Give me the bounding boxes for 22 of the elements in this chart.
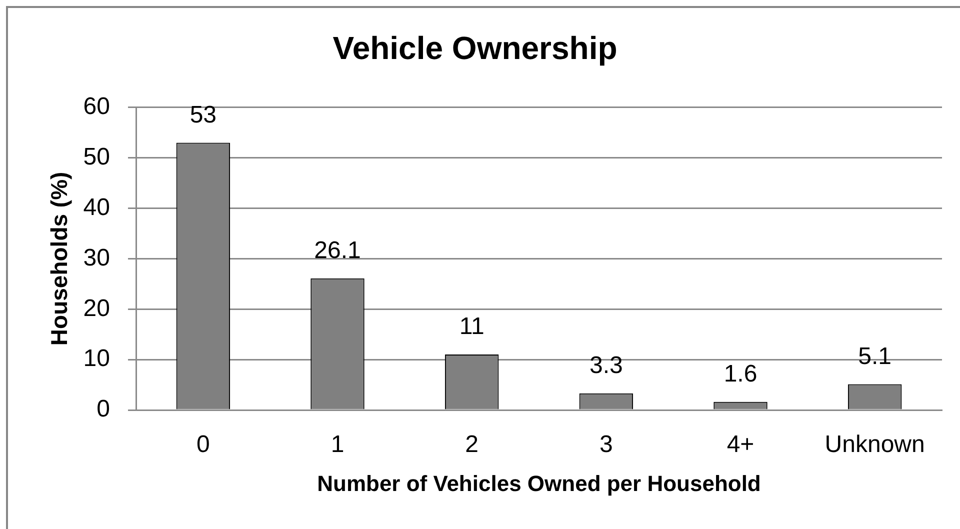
data-label: 1.6 — [724, 360, 758, 388]
y-axis-title: Households (%) — [46, 172, 72, 346]
y-tick-label: 50 — [83, 143, 110, 170]
data-label: 3.3 — [589, 352, 623, 379]
chart-title: Vehicle Ownership — [332, 30, 618, 66]
data-label: 26.1 — [314, 236, 361, 264]
x-tick-label: 1 — [330, 431, 344, 458]
x-tick-label: Unknown — [824, 431, 925, 458]
y-tick-label: 40 — [83, 194, 110, 221]
y-tick-label: 30 — [83, 244, 110, 272]
data-label: 53 — [190, 101, 217, 128]
y-tick-label: 10 — [83, 345, 110, 372]
data-label: 5.1 — [858, 342, 892, 370]
x-tick-label: 3 — [599, 431, 613, 458]
data-label: 11 — [459, 313, 484, 340]
x-tick-label: 2 — [465, 431, 479, 458]
y-tick-label: 20 — [83, 294, 110, 322]
y-tick-label: 60 — [83, 93, 110, 120]
x-axis-title: Number of Vehicles Owned per Household — [317, 470, 761, 496]
x-tick-label: 4+ — [726, 431, 754, 458]
y-tick-label: 0 — [96, 396, 110, 423]
x-tick-label: 0 — [196, 431, 210, 458]
